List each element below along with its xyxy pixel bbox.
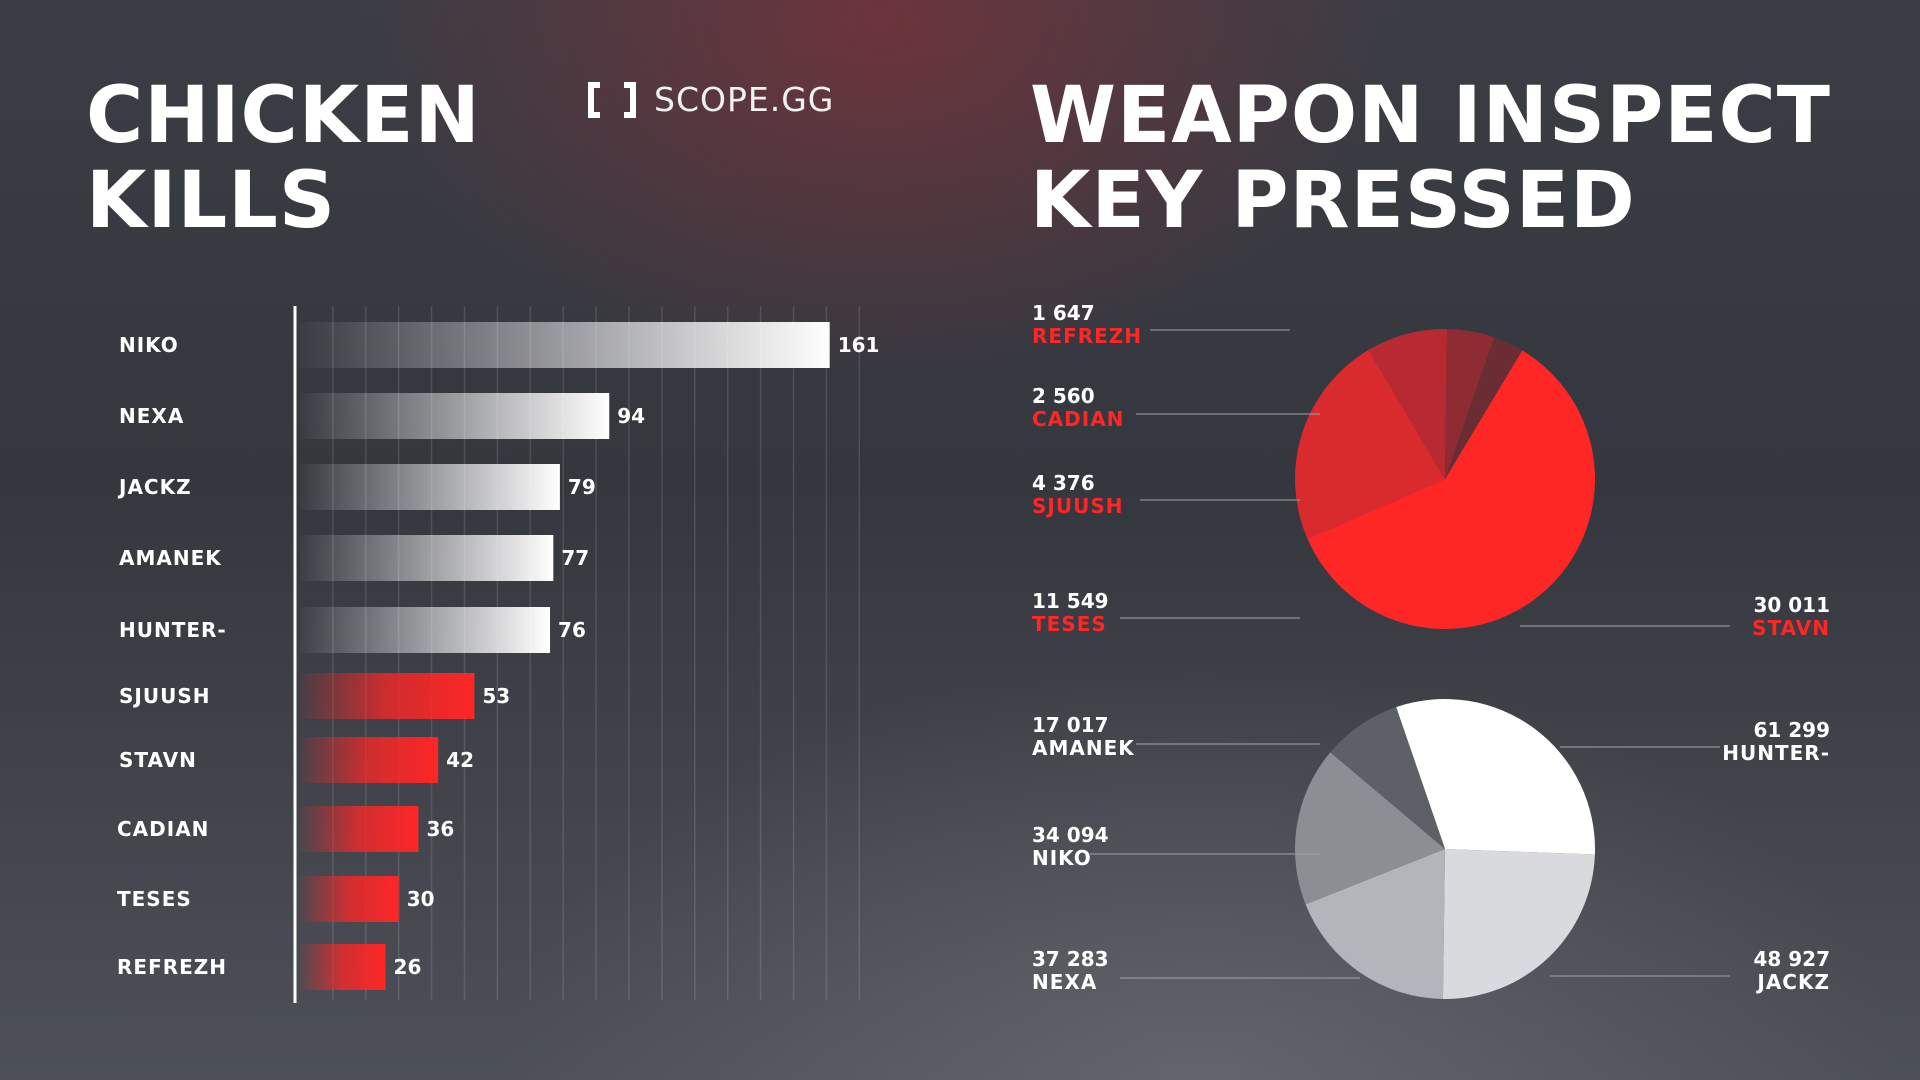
pie-slice [1295,752,1445,905]
category-label: JACKZ [117,475,192,499]
bar-row: JACKZ 79 [117,464,596,510]
category-label: AMANEK [119,546,222,570]
bar [300,806,419,852]
data-label: 36 [426,817,454,841]
bar [300,393,610,439]
slice-value-label: 48 927 [1753,947,1830,971]
data-label: 26 [394,955,422,979]
pie-slice [1445,337,1523,479]
bar-row: AMANEK 77 [119,535,589,581]
pie-slice [1396,699,1595,855]
bar-row: NIKO 161 [119,322,879,368]
slice-value-label: 11 549 [1032,589,1109,613]
slice-value-label: 30 011 [1753,593,1830,617]
data-label: 161 [838,333,880,357]
category-label: NIKO [119,333,179,357]
logo-text: SCOPE.GG [654,80,835,119]
data-label: 79 [568,475,596,499]
slice-name-label: JACKZ [1755,970,1830,994]
data-label: 30 [407,887,435,911]
pie-slices [1295,699,1595,999]
bar-row: SJUUSH 53 [119,673,510,719]
category-label: TESES [117,887,192,911]
bar-row: NEXA 94 [119,393,645,439]
slice-name-label: TESES [1032,612,1107,636]
slice-value-label: 2 560 [1032,384,1095,408]
bar [300,464,560,510]
slice-name-label: STAVN [1752,616,1830,640]
slice-name-label: NIKO [1032,846,1092,870]
data-label: 53 [482,684,510,708]
bar-row: REFREZH 26 [117,944,421,990]
scope-gg-logo: SCOPE.GG [586,80,834,119]
slice-value-label: 34 094 [1032,823,1109,847]
bar [300,737,439,783]
category-label: SJUUSH [119,684,210,708]
title-line: KILLS [86,156,337,246]
pie-slice [1307,350,1595,629]
bar-row: STAVN 42 [119,737,474,783]
category-label: STAVN [119,748,197,772]
data-label: 94 [617,404,645,428]
pie-slices [1295,329,1595,629]
slice-name-label: SJUUSH [1032,494,1123,518]
bar-row: HUNTER- 76 [119,607,586,653]
slice-value-label: 4 376 [1032,471,1095,495]
bar-row: CADIAN 36 [117,806,454,852]
chicken-kills-title: CHICKEN KILLS [86,74,526,244]
chicken-kills-bar-chart: NIKO 161 NEXA 94 JACKZ 79 AMANEK 77 HUNTER- 76 SJU… [117,322,879,990]
slice-name-label: NEXA [1032,970,1097,994]
bar [300,607,551,653]
category-label: NEXA [119,404,184,428]
bar [300,944,386,990]
scope-bracket-icon [586,81,638,118]
category-label: HUNTER- [119,618,227,642]
pie-slice [1295,349,1445,539]
category-label: REFREZH [117,955,227,979]
slice-value-label: 61 299 [1753,718,1830,742]
pie-slice [1330,707,1445,849]
data-label: 42 [446,748,474,772]
category-label: CADIAN [117,817,209,841]
pie-slice [1305,849,1445,999]
title-line: WEAPON INSPECT [1030,71,1831,161]
data-label: 76 [558,618,586,642]
pie-slice [1442,849,1595,999]
bar [300,535,554,581]
slice-name-label: HUNTER- [1722,741,1830,765]
slice-value-label: 1 647 [1032,301,1095,325]
slice-name-label: CADIAN [1032,407,1124,431]
bar-row: TESES 30 [117,876,435,922]
bar [300,673,475,719]
bar [300,322,830,368]
title-line: KEY PRESSED [1030,156,1636,246]
title-line: CHICKEN [86,71,481,161]
data-label: 77 [561,546,589,570]
pie-slice [1445,329,1495,479]
slice-name-label: AMANEK [1032,736,1135,760]
slice-value-label: 17 017 [1032,713,1109,737]
slice-name-label: REFREZH [1032,324,1142,348]
bar [300,876,399,922]
pie-slice [1368,329,1448,479]
weapon-inspect-title: WEAPON INSPECT KEY PRESSED [1030,74,1890,244]
slice-value-label: 37 283 [1032,947,1109,971]
